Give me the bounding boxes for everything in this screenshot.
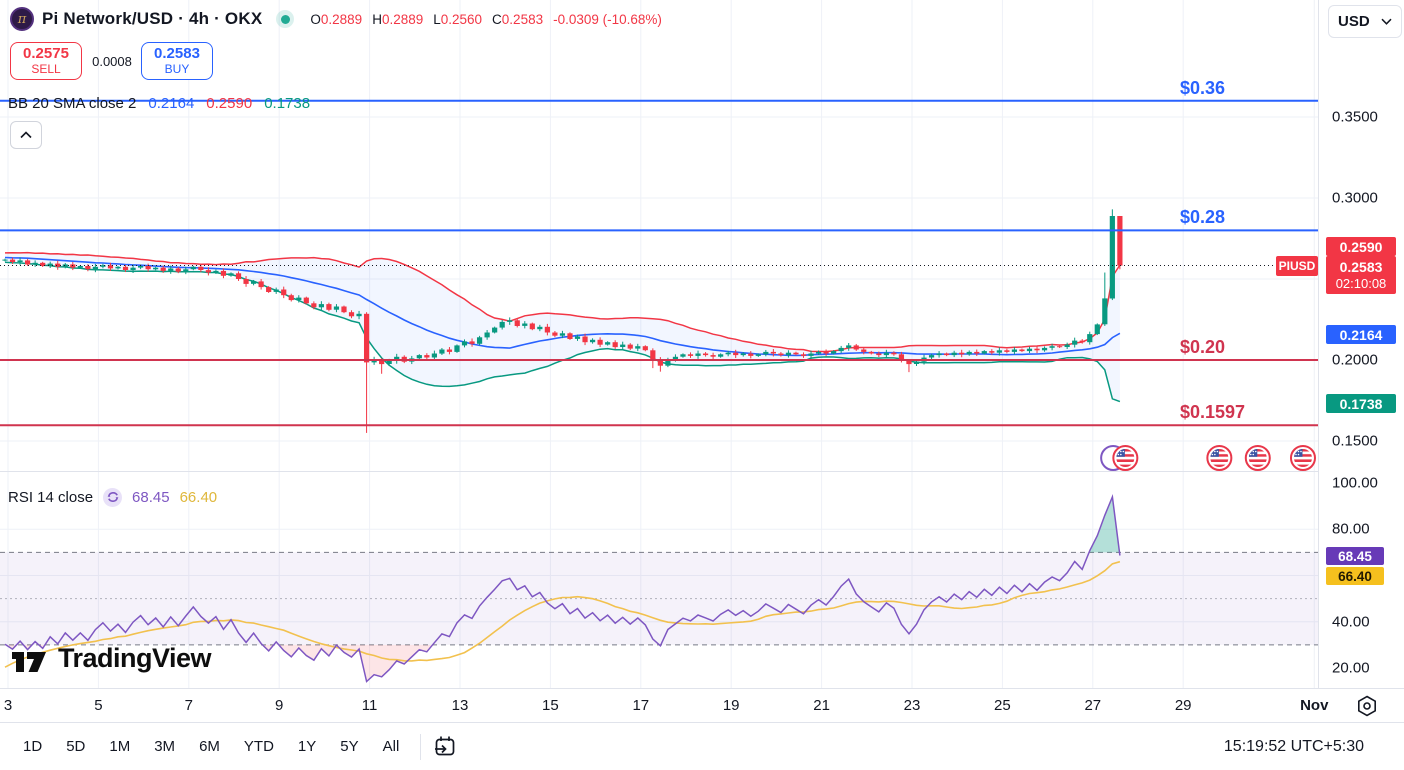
rsi-tick: 20.00 [1332,659,1370,677]
low-label: L [433,11,441,27]
rsi-tick: 80.00 [1332,520,1370,538]
close-value: 0.2583 [501,11,544,27]
bottom-toolbar: 1D 5D 1M 3M 6M YTD 1Y 5Y All 15:19:52 UTC+5:30 [0,722,1404,770]
chevron-up-icon [20,131,32,139]
range-button-5d[interactable]: 5D [66,738,86,755]
time-tick: 13 [451,697,469,714]
range-button-3m[interactable]: 3M [154,738,176,755]
bar-countdown: 02:10:08 [1335,275,1387,291]
range-button-all[interactable]: All [382,738,400,755]
time-tick: 23 [903,697,921,714]
time-tick: 21 [813,697,830,714]
time-tick: 5 [94,697,103,714]
bb-upper-price-badge: 0.2590 [1326,237,1396,256]
time-tick: 27 [1084,697,1102,714]
rsi-ma-badge: 66.40 [1326,567,1384,585]
spread-value: 0.0008 [92,54,132,69]
bb-basis-value: 0.2164 [148,94,195,112]
rsi-value: 68.45 [132,488,170,506]
time-tick: 11 [361,697,378,714]
range-button-6m[interactable]: 6M [199,738,220,755]
range-buttons: 1D 5D 1M 3M 6M YTD 1Y 5Y All [14,733,408,760]
price-level-label[interactable]: $0.28 [1180,207,1226,228]
open-value: 0.2889 [320,11,363,27]
time-axis[interactable]: 3 5 7 9 11 13 15 17 19 21 23 25 27 29 Nov [0,688,1404,722]
collapse-legend-button[interactable] [10,121,42,149]
go-to-date-icon[interactable] [433,735,457,759]
refresh-icon [103,487,123,507]
last-price-value: 0.2583 [1339,258,1383,275]
buy-button[interactable]: 0.2583 BUY [141,42,213,80]
high-value: 0.2889 [381,11,424,27]
open-label: O [310,11,321,27]
bb-basis-price-badge: 0.2164 [1326,325,1396,344]
price-tick: 0.3000 [1332,189,1378,207]
buy-label: BUY [164,61,190,76]
price-level-label[interactable]: $0.20 [1180,337,1226,357]
symbol-title[interactable]: Pi Network/USD · 4h · OKX [42,9,263,28]
price-tick: 0.1500 [1332,432,1378,450]
range-button-1y[interactable]: 1Y [297,738,317,755]
time-tick: 3 [3,697,13,714]
bb-upper-value: 0.2590 [206,94,253,112]
sell-button[interactable]: 0.2575 SELL [10,42,82,80]
symbol-price-tag: PIUSD [1276,256,1318,276]
price-and-rsi-chart[interactable] [0,0,1404,693]
tradingview-watermark: TradingView [12,643,212,674]
close-label: C [492,11,502,27]
last-price-badge: 0.2583 02:10:08 [1326,256,1396,295]
range-button-1m[interactable]: 1M [109,738,131,755]
low-value: 0.2560 [440,11,483,27]
time-tick: 17 [632,697,650,714]
tradingview-logo-icon [12,651,46,672]
bb-lower-value: 0.1738 [264,94,311,112]
rsi-ma-value: 66.40 [179,488,218,506]
timezone-settings-icon[interactable] [1356,695,1378,717]
rsi-value-badge: 68.45 [1326,547,1384,565]
market-status-icon[interactable] [276,10,295,28]
watermark-text: TradingView [58,643,212,673]
symbol-header: π Pi Network/USD · 4h · OKX O0.2889 H0.2… [10,6,662,32]
rsi-indicator-legend[interactable]: RSI 14 close 68.45 66.40 [8,487,217,507]
range-button-ytd[interactable]: YTD [243,738,274,755]
time-tick: 19 [722,697,740,714]
time-tick: 7 [184,697,193,714]
toolbar-divider [420,733,422,760]
chevron-down-icon [1381,18,1392,25]
rsi-legend-title: RSI 14 close [8,488,94,506]
session-clock[interactable]: 15:19:52 UTC+5:30 [1223,737,1364,755]
high-label: H [372,11,382,27]
ohlc-values: O0.2889 H0.2889 L0.2560 C0.2583 -0.0309 … [310,12,662,27]
bb-lower-price-badge: 0.1738 [1326,394,1396,413]
buy-price: 0.2583 [154,45,200,63]
bb-indicator-legend[interactable]: BB 20 SMA close 2 0.2164 0.2590 0.1738 [8,94,310,112]
time-tick: 15 [542,697,559,714]
rsi-tick: 100.00 [1332,474,1378,492]
time-tick: 25 [994,697,1011,714]
sell-price: 0.2575 [23,45,69,63]
currency-value: USD [1338,13,1370,30]
range-button-5y[interactable]: 5Y [340,738,359,755]
price-level-label[interactable]: $0.1597 [1180,402,1246,423]
range-button-1d[interactable]: 1D [23,738,43,755]
time-tick: Nov [1300,697,1329,714]
currency-dropdown[interactable]: USD [1328,5,1402,38]
sell-label: SELL [31,61,61,76]
bb-legend-title: BB 20 SMA close 2 [8,94,137,112]
pi-network-logo-icon: π [10,7,34,31]
price-tick: 0.3500 [1332,108,1378,126]
time-tick: 29 [1174,697,1192,714]
change-value: -0.0309 (-10.68%) [553,11,662,27]
price-tick: 0.2000 [1332,351,1378,369]
rsi-tick: 40.00 [1332,613,1370,631]
time-tick: 9 [275,697,284,714]
price-level-label[interactable]: $0.36 [1180,77,1226,98]
